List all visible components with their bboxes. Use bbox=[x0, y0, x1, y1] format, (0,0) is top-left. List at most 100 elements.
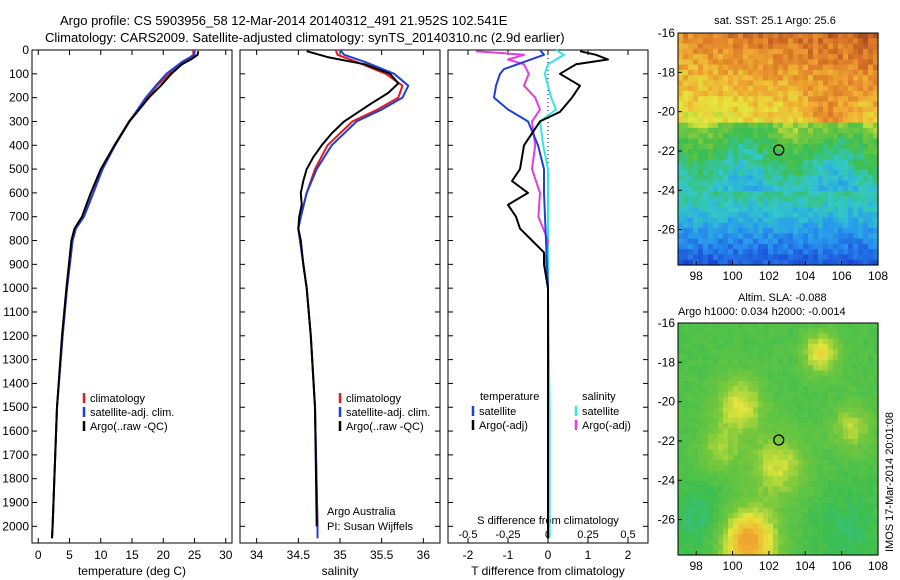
sst_map-cell bbox=[808, 64, 814, 71]
sst_map-cell bbox=[868, 143, 874, 150]
sst_map-cell bbox=[773, 101, 779, 108]
sst_map-cell bbox=[713, 69, 719, 76]
sst_map-cell bbox=[753, 159, 759, 166]
sst_map-cell bbox=[753, 217, 759, 224]
sst_map-cell bbox=[718, 217, 724, 224]
sst_map-cell bbox=[708, 33, 714, 39]
sla_map-cell bbox=[728, 423, 734, 430]
sst_map-cell bbox=[778, 133, 784, 140]
sla_map-cell bbox=[718, 323, 724, 329]
sst_map-cell bbox=[703, 254, 709, 261]
sst_map-cell bbox=[873, 91, 879, 97]
sla_map-cell bbox=[843, 386, 849, 393]
sst_map-cell bbox=[793, 238, 799, 245]
sla_map-cell bbox=[753, 407, 759, 414]
sla_map-cell bbox=[678, 323, 684, 329]
sst_map-cell bbox=[763, 154, 769, 161]
sla_map-cell bbox=[803, 486, 809, 493]
sla_map-cell bbox=[823, 533, 829, 540]
sla_map-cell bbox=[873, 486, 879, 493]
sst_map-cell bbox=[683, 106, 689, 113]
sst_map-cell bbox=[758, 133, 764, 140]
sst_map-cell bbox=[843, 127, 849, 134]
sst_map-cell bbox=[683, 43, 689, 50]
sst_map-cell bbox=[703, 127, 709, 134]
sst_map-cell bbox=[688, 59, 694, 66]
sst_map-cell bbox=[828, 207, 834, 213]
sst_map-cell bbox=[828, 54, 834, 60]
sla_map-cell bbox=[828, 375, 834, 382]
sst_map-cell bbox=[788, 127, 794, 134]
sst_map-cell bbox=[778, 254, 784, 261]
sst_map-cell bbox=[713, 33, 719, 39]
sla_map-cell bbox=[758, 507, 764, 514]
sla_map-cell bbox=[793, 518, 799, 524]
sst_map-cell bbox=[698, 127, 704, 134]
sla_map-cell bbox=[798, 423, 804, 430]
sla_map-cell bbox=[703, 439, 709, 445]
sst_map-cell bbox=[718, 106, 724, 113]
sst_map-cell bbox=[718, 175, 724, 182]
sst_map-cell bbox=[803, 243, 809, 250]
sst_map-cell bbox=[793, 212, 799, 219]
sst_map-cell bbox=[788, 159, 794, 166]
sla_map-cell bbox=[858, 386, 864, 393]
sst_map-cell bbox=[698, 159, 704, 166]
sla_map-cell bbox=[773, 523, 779, 530]
sla_map-cell bbox=[773, 359, 779, 366]
sla_map-cell bbox=[838, 539, 844, 546]
salinity-xtick-label: 34.5 bbox=[287, 548, 311, 562]
sst_map-cell bbox=[853, 112, 859, 118]
sst_map-cell bbox=[773, 222, 779, 229]
sst_map-cell bbox=[768, 170, 774, 176]
sla_map-cell bbox=[818, 475, 824, 482]
sst_map-cell bbox=[683, 175, 689, 182]
sla_map-cell bbox=[843, 417, 849, 424]
sst_map-cell bbox=[703, 106, 709, 113]
sst_map-cell bbox=[838, 175, 844, 182]
sla_map-cell bbox=[688, 396, 694, 403]
sla_map-cell bbox=[718, 544, 724, 551]
sst_map-cell bbox=[748, 133, 754, 140]
sla_map-cell bbox=[703, 386, 709, 393]
sla_map-cell bbox=[838, 528, 844, 535]
sst_map-cell bbox=[743, 222, 749, 229]
sla_map-cell bbox=[723, 528, 729, 535]
sst_map-cell bbox=[863, 112, 869, 118]
sla_map-cell bbox=[718, 412, 724, 419]
sla_map-cell bbox=[688, 344, 694, 350]
owner-label: Argo Australia bbox=[327, 506, 396, 518]
sst_map-cell bbox=[713, 117, 719, 124]
sla_map-cell bbox=[818, 491, 824, 498]
sla_map-cell bbox=[858, 444, 864, 451]
sla_map-cell bbox=[698, 349, 704, 356]
sst_map-cell bbox=[858, 201, 864, 208]
sla_map-cell bbox=[688, 444, 694, 451]
sla_map-cell bbox=[833, 344, 839, 350]
sst_map-cell bbox=[688, 238, 694, 245]
sst_map-cell bbox=[738, 69, 744, 76]
sst_map-cell bbox=[868, 43, 874, 50]
sst_map-cell bbox=[768, 196, 774, 203]
sst_map-cell bbox=[838, 201, 844, 208]
sst_map-cell bbox=[713, 59, 719, 66]
sla_map-cell bbox=[688, 412, 694, 419]
sst_map-cell bbox=[768, 69, 774, 76]
sst_map-cell bbox=[793, 75, 799, 82]
sst_map-cell bbox=[778, 249, 784, 256]
sla_map-cell bbox=[723, 475, 729, 482]
sst_map-cell bbox=[788, 106, 794, 113]
sla_map-cell bbox=[758, 518, 764, 524]
sst_map-cell bbox=[773, 96, 779, 103]
sst_map-cell bbox=[773, 238, 779, 245]
sla_map-cell bbox=[753, 386, 759, 393]
sst_map-cell bbox=[688, 80, 694, 87]
sst_map-cell bbox=[783, 170, 789, 176]
sst_map-cell bbox=[713, 191, 719, 198]
sst_map-cell bbox=[788, 112, 794, 118]
sla_map-cell bbox=[743, 391, 749, 398]
sst_map-cell bbox=[863, 54, 869, 60]
sst_map-cell bbox=[833, 143, 839, 150]
sst_map-cell bbox=[828, 101, 834, 108]
sla_map-cell bbox=[698, 391, 704, 398]
